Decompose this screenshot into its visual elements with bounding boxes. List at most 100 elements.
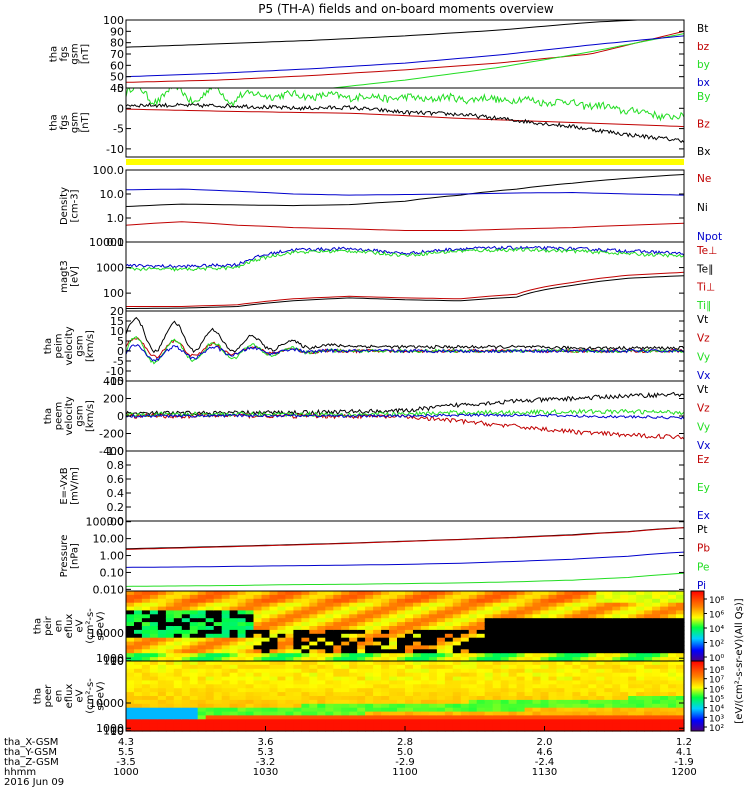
- heat-cell: [413, 699, 422, 705]
- heat-cell: [397, 591, 406, 596]
- heat-cell: [548, 591, 558, 596]
- heat-cell: [436, 727, 446, 732]
- heat-cell: [141, 594, 151, 600]
- heat-cell: [596, 696, 605, 701]
- heat-cell: [205, 606, 215, 612]
- heat-cell: [189, 696, 199, 701]
- heat-cell: [548, 711, 558, 717]
- heat-cell: [269, 707, 279, 713]
- heat-cell: [397, 727, 406, 732]
- heat-cell: [389, 610, 398, 615]
- heat-cell: [476, 711, 486, 717]
- heat-cell: [460, 653, 470, 658]
- heat-cell: [580, 637, 589, 643]
- panel-frame: [125, 19, 685, 89]
- heat-cell: [420, 723, 430, 728]
- heat-cell: [381, 626, 390, 631]
- heat-cell: [237, 649, 247, 654]
- heat-cell: [652, 657, 661, 662]
- heat-cell: [612, 696, 621, 701]
- heat-cell: [134, 629, 143, 635]
- heat-cell: [644, 672, 653, 678]
- heat-cell: [548, 610, 558, 615]
- heat-cell: [492, 711, 502, 717]
- heat-cell: [604, 664, 613, 670]
- heat-cell: [325, 711, 334, 717]
- heat-cell: [381, 618, 390, 623]
- heat-cell: [141, 727, 151, 732]
- heat-cell: [317, 598, 326, 604]
- heat-cell: [301, 614, 310, 619]
- heat-cell: [293, 719, 302, 724]
- heat-cell: [205, 649, 215, 654]
- heat-cell: [341, 618, 350, 623]
- y-tick-label: 0.10: [100, 566, 125, 579]
- heat-cell: [277, 723, 287, 728]
- heat-cell: [436, 711, 446, 717]
- heat-cell: [436, 699, 446, 705]
- heat-cell: [644, 676, 653, 682]
- heat-cell: [357, 602, 366, 608]
- heat-cell: [397, 653, 406, 658]
- heat-cell: [261, 629, 271, 635]
- heat-cell: [612, 594, 621, 600]
- heat-cell: [365, 696, 374, 701]
- heat-cell: [181, 618, 191, 623]
- heat-cell: [428, 684, 438, 689]
- heat-cell: [452, 591, 462, 596]
- heat-cell: [604, 629, 613, 635]
- heat-cell: [588, 699, 597, 705]
- heat-cell: [269, 598, 279, 604]
- heat-cell: [373, 719, 382, 724]
- heat-cell: [149, 688, 159, 693]
- heat-cell: [444, 661, 454, 666]
- heat-cell: [524, 703, 534, 709]
- heat-cell: [676, 633, 685, 639]
- heat-cell: [381, 664, 390, 670]
- heat-cell: [500, 657, 510, 662]
- heat-cell: [532, 614, 542, 619]
- y-tick-label: 40: [110, 82, 124, 95]
- heat-cell: [285, 618, 294, 623]
- heat-cell: [636, 610, 645, 615]
- y-tick-label: 1000: [96, 722, 124, 735]
- heat-cell: [205, 622, 215, 627]
- heat-cell: [420, 618, 430, 623]
- heat-cell: [620, 610, 629, 615]
- heat-cell: [524, 680, 534, 685]
- x-tick-label: -2.4: [535, 757, 555, 768]
- heat-cell: [420, 684, 430, 689]
- heat-cell: [452, 676, 462, 682]
- heat-cell: [221, 622, 231, 627]
- heat-cell: [269, 719, 279, 724]
- heat-cell: [580, 684, 589, 689]
- heat-cell: [676, 711, 685, 717]
- heat-cell: [221, 606, 231, 612]
- heat-cell: [516, 641, 526, 647]
- colorbar-tick-label: 10⁸: [709, 596, 724, 606]
- heat-cell: [428, 594, 438, 600]
- heat-cell: [516, 661, 526, 666]
- heat-cell: [468, 602, 478, 608]
- heat-cell: [325, 633, 334, 639]
- heat-cell: [397, 645, 406, 650]
- heat-cell: [205, 610, 215, 615]
- heat-cell: [229, 676, 239, 682]
- y-tick-label: -200: [99, 428, 124, 441]
- heat-cell: [444, 637, 454, 643]
- heat-cell: [197, 668, 207, 674]
- heat-cell: [405, 715, 414, 720]
- heat-cell: [341, 699, 350, 705]
- heat-cell: [165, 602, 175, 608]
- heat-cell: [452, 606, 462, 612]
- heat-cell: [524, 672, 534, 678]
- heat-cell: [149, 699, 159, 705]
- heat-cell: [676, 719, 685, 724]
- heat-cell: [397, 719, 406, 724]
- heat-cell: [349, 610, 358, 615]
- heat-cell: [269, 703, 279, 709]
- heat-cell: [293, 641, 302, 647]
- heat-cell: [468, 664, 478, 670]
- heat-cell: [484, 703, 494, 709]
